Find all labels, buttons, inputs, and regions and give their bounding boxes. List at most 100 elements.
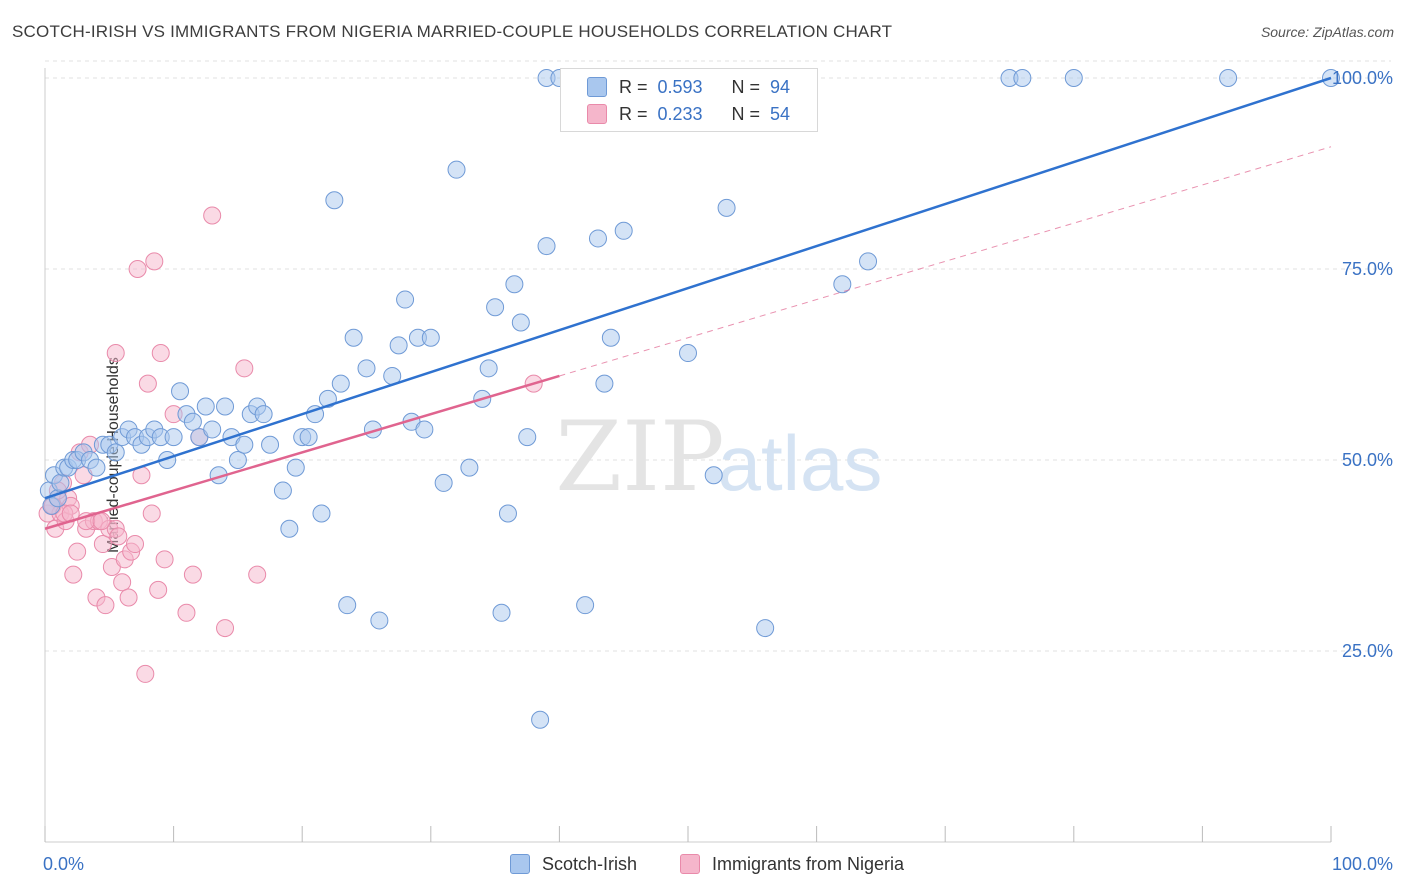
point-scotch-irish xyxy=(254,405,273,424)
point-scotch-irish xyxy=(531,710,550,729)
point-scotch-irish xyxy=(299,428,318,447)
point-scotch-irish xyxy=(756,619,775,638)
grid-lines xyxy=(45,60,1391,652)
legend-n-label: N = xyxy=(731,76,761,97)
trend-lines xyxy=(44,76,1332,530)
source-label: Source: ZipAtlas.com xyxy=(1260,24,1394,40)
point-scotch-irish xyxy=(228,451,247,469)
point-scotch-irish xyxy=(312,504,331,523)
point-scotch-irish xyxy=(588,229,607,248)
y-tick-label: 100.0% xyxy=(1332,68,1393,88)
point-scotch-irish xyxy=(357,359,376,378)
y-tick-label: 50.0% xyxy=(1342,450,1393,470)
point-scotch-irish xyxy=(498,504,517,523)
point-scotch-irish xyxy=(421,328,440,347)
legend-swatch-nigeria xyxy=(587,104,607,124)
point-scotch-irish xyxy=(216,397,235,416)
point-scotch-irish xyxy=(344,328,363,347)
point-scotch-irish xyxy=(106,443,125,462)
point-scotch-irish xyxy=(447,160,466,179)
point-immigrants-from-nigeria xyxy=(68,542,87,561)
point-immigrants-from-nigeria xyxy=(126,535,145,554)
point-scotch-irish xyxy=(492,603,511,622)
watermark: ZIP atlas xyxy=(555,401,882,513)
point-scotch-irish xyxy=(595,374,614,393)
point-scotch-irish xyxy=(537,237,556,256)
axes xyxy=(44,68,1332,843)
point-scotch-irish xyxy=(196,397,215,416)
point-scotch-irish xyxy=(164,428,183,447)
point-immigrants-from-nigeria xyxy=(119,588,138,607)
y-tick-label: 25.0% xyxy=(1342,641,1393,661)
point-immigrants-from-nigeria xyxy=(128,260,147,278)
point-immigrants-from-nigeria xyxy=(155,550,174,569)
point-scotch-irish xyxy=(717,198,736,217)
x-tick-label: 0.0% xyxy=(43,854,84,874)
point-immigrants-from-nigeria xyxy=(151,344,170,363)
trend-extension-nigeria xyxy=(559,146,1332,377)
point-scotch-irish xyxy=(51,473,70,492)
point-scotch-irish xyxy=(87,458,106,477)
point-immigrants-from-nigeria xyxy=(248,565,267,584)
tick-labels: 25.0% 50.0% 75.0% 100.0% 0.0% 100.0% xyxy=(43,68,1393,874)
legend-r-value: 0.233 xyxy=(657,103,703,124)
bottom-legend-swatch-nigeria xyxy=(680,854,700,874)
trend-line-nigeria xyxy=(44,374,560,530)
legend-r-value: 0.593 xyxy=(657,76,703,97)
point-scotch-irish xyxy=(338,596,357,615)
bottom-legend-scotch-irish: Scotch-Irish xyxy=(510,851,637,877)
points-scotch-irish xyxy=(39,69,1340,729)
legend-n-value: 54 xyxy=(770,103,791,124)
point-scotch-irish xyxy=(576,596,595,615)
point-scotch-irish xyxy=(203,420,222,439)
point-scotch-irish xyxy=(679,344,697,363)
x-tick-label: 100.0% xyxy=(1332,854,1393,874)
point-immigrants-from-nigeria xyxy=(64,565,83,584)
point-scotch-irish xyxy=(389,336,408,355)
bottom-legend-label-scotch-irish: Scotch-Irish xyxy=(542,853,638,874)
point-immigrants-from-nigeria xyxy=(203,206,222,225)
point-immigrants-from-nigeria xyxy=(142,504,161,523)
point-scotch-irish xyxy=(280,519,299,538)
point-scotch-irish xyxy=(833,275,852,294)
chart-title: SCOTCH-IRISH VS IMMIGRANTS FROM NIGERIA … xyxy=(12,22,893,41)
point-scotch-irish xyxy=(370,611,389,630)
legend-swatch-scotch-irish xyxy=(587,77,607,97)
legend-r-label: R = xyxy=(619,103,648,124)
point-scotch-irish xyxy=(479,359,498,378)
point-immigrants-from-nigeria xyxy=(92,512,111,531)
bottom-legend-label-nigeria: Immigrants from Nigeria xyxy=(712,853,905,874)
legend-box: R = 0.593 N = 94 R = 0.233 N = 54 xyxy=(560,68,818,132)
point-immigrants-from-nigeria xyxy=(93,535,112,554)
point-scotch-irish xyxy=(505,275,524,294)
point-scotch-irish xyxy=(183,412,202,431)
point-scotch-irish xyxy=(306,405,325,424)
point-scotch-irish xyxy=(331,374,350,393)
point-scotch-irish xyxy=(601,328,620,347)
legend-n-label: N = xyxy=(731,103,761,124)
point-scotch-irish xyxy=(486,298,505,317)
point-scotch-irish xyxy=(704,466,723,485)
point-scotch-irish xyxy=(1013,69,1032,87)
point-scotch-irish xyxy=(518,428,537,447)
point-scotch-irish xyxy=(859,252,878,271)
point-scotch-irish xyxy=(511,313,530,332)
watermark-zip: ZIP xyxy=(555,401,724,513)
point-scotch-irish xyxy=(1219,69,1238,87)
point-scotch-irish xyxy=(460,458,479,477)
point-scotch-irish xyxy=(434,473,453,492)
point-scotch-irish xyxy=(325,191,344,210)
point-immigrants-from-nigeria xyxy=(183,565,202,584)
point-immigrants-from-nigeria xyxy=(145,252,164,271)
point-immigrants-from-nigeria xyxy=(96,596,115,615)
point-scotch-irish xyxy=(1064,69,1083,87)
point-scotch-irish xyxy=(396,290,415,309)
legend-n-value: 94 xyxy=(770,76,791,97)
point-scotch-irish xyxy=(235,435,254,454)
legend-r-label: R = xyxy=(619,76,648,97)
point-immigrants-from-nigeria xyxy=(136,664,155,683)
point-scotch-irish xyxy=(171,382,190,401)
bottom-legend-nigeria: Immigrants from Nigeria xyxy=(680,851,904,877)
point-scotch-irish xyxy=(614,221,633,240)
